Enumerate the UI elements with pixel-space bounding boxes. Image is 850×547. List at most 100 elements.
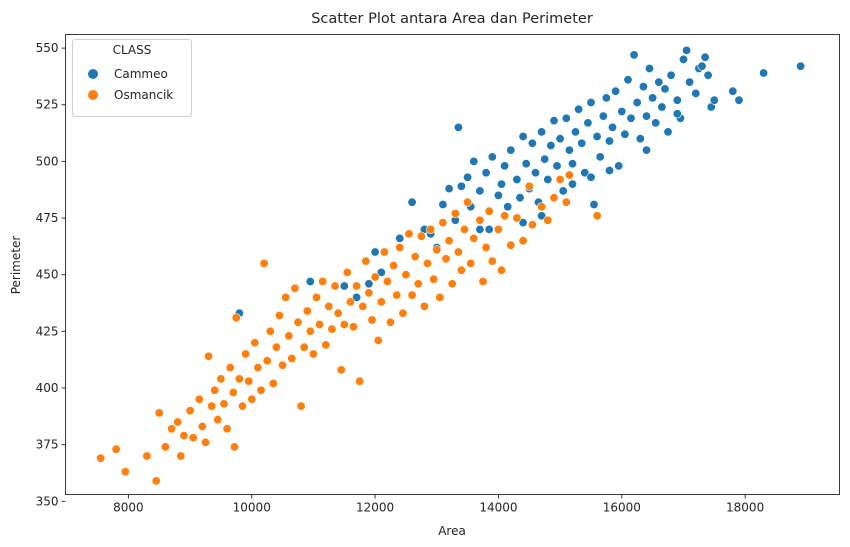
- data-point-cammeo: [370, 247, 380, 257]
- data-point-cammeo: [654, 77, 664, 87]
- data-point-osmancik: [404, 229, 414, 239]
- data-point-osmancik: [271, 342, 281, 352]
- data-point-osmancik: [339, 319, 349, 329]
- data-point-cammeo: [592, 132, 602, 142]
- data-point-cammeo: [700, 52, 710, 62]
- data-point-cammeo: [364, 279, 374, 289]
- data-point-cammeo: [537, 211, 547, 221]
- data-point-osmancik: [290, 283, 300, 293]
- data-point-osmancik: [355, 376, 365, 386]
- data-point-cammeo: [651, 118, 661, 128]
- data-point-cammeo: [583, 118, 593, 128]
- data-point-osmancik: [299, 342, 309, 352]
- data-point-osmancik: [330, 281, 340, 291]
- data-point-osmancik: [500, 211, 510, 221]
- data-point-cammeo: [503, 202, 513, 212]
- chart-title: Scatter Plot antara Area dan Perimeter: [311, 11, 593, 27]
- data-point-cammeo: [598, 111, 608, 121]
- legend-title: CLASS: [113, 43, 152, 57]
- data-point-cammeo: [604, 136, 614, 146]
- data-point-cammeo: [552, 161, 562, 171]
- data-point-osmancik: [524, 181, 534, 191]
- data-point-cammeo: [629, 50, 639, 60]
- data-point-osmancik: [456, 265, 466, 275]
- data-point-osmancik: [167, 424, 177, 434]
- data-point-cammeo: [672, 109, 682, 119]
- data-point-cammeo: [580, 168, 590, 178]
- data-point-osmancik: [207, 401, 217, 411]
- legend-marker-cammeo: [88, 69, 98, 79]
- data-point-cammeo: [691, 88, 701, 98]
- data-point-osmancik: [450, 209, 460, 219]
- data-point-cammeo: [549, 116, 559, 126]
- data-point-osmancik: [432, 245, 442, 255]
- data-point-osmancik: [265, 326, 275, 336]
- x-axis-ticks: 8000 10000 12000 14000 16000 18000: [113, 494, 764, 515]
- data-point-osmancik: [253, 363, 263, 373]
- y-tick-label: 450: [36, 268, 59, 282]
- data-point-osmancik: [469, 233, 479, 243]
- data-point-cammeo: [626, 113, 636, 123]
- data-point-osmancik: [231, 313, 241, 323]
- data-point-osmancik: [262, 356, 272, 366]
- data-point-cammeo: [518, 132, 528, 142]
- y-tick-label: 425: [36, 324, 59, 338]
- data-point-osmancik: [345, 297, 355, 307]
- data-point-cammeo: [521, 159, 531, 169]
- data-point-osmancik: [201, 437, 211, 447]
- data-point-osmancik: [352, 281, 362, 291]
- data-point-cammeo: [407, 197, 417, 207]
- data-point-cammeo: [635, 134, 645, 144]
- data-point-osmancik: [543, 215, 553, 225]
- data-point-osmancik: [111, 444, 121, 454]
- data-point-osmancik: [453, 247, 463, 257]
- data-point-cammeo: [611, 86, 621, 96]
- data-point-osmancik: [496, 265, 506, 275]
- data-point-osmancik: [210, 385, 220, 395]
- data-point-cammeo: [703, 70, 713, 80]
- y-tick-label: 350: [36, 494, 59, 508]
- data-point-osmancik: [555, 175, 565, 185]
- y-axis-label: Perimeter: [9, 236, 23, 295]
- data-point-osmancik: [219, 399, 229, 409]
- data-point-osmancik: [422, 258, 432, 268]
- data-point-cammeo: [586, 98, 596, 108]
- data-point-cammeo: [666, 70, 676, 80]
- data-point-osmancik: [537, 202, 547, 212]
- data-point-cammeo: [546, 141, 556, 151]
- data-point-osmancik: [373, 335, 383, 345]
- data-point-cammeo: [697, 61, 707, 71]
- data-point-osmancik: [506, 240, 516, 250]
- data-point-cammeo: [660, 84, 670, 94]
- data-point-osmancik: [281, 292, 291, 302]
- data-point-cammeo: [644, 64, 654, 74]
- data-point-osmancik: [244, 376, 254, 386]
- data-point-osmancik: [410, 252, 420, 262]
- data-point-osmancik: [438, 218, 448, 228]
- x-tick-label: 10000: [233, 501, 271, 515]
- data-point-osmancik: [484, 206, 494, 216]
- data-point-osmancik: [419, 301, 429, 311]
- data-point-cammeo: [623, 75, 633, 85]
- legend-marker-osmancik: [88, 90, 98, 100]
- data-point-cammeo: [453, 122, 463, 132]
- data-point-cammeo: [484, 224, 494, 234]
- data-point-osmancik: [259, 258, 269, 268]
- data-point-osmancik: [348, 322, 358, 332]
- data-point-osmancik: [308, 349, 318, 359]
- data-point-osmancik: [379, 247, 389, 257]
- data-point-osmancik: [549, 193, 559, 203]
- data-point-osmancik: [527, 220, 537, 230]
- data-point-cammeo: [444, 184, 454, 194]
- data-point-osmancik: [466, 258, 476, 268]
- data-point-cammeo: [512, 175, 522, 185]
- data-point-cammeo: [734, 95, 744, 105]
- data-point-cammeo: [543, 175, 553, 185]
- legend-box: [72, 39, 192, 117]
- data-point-osmancik: [305, 326, 315, 336]
- data-point-osmancik: [333, 308, 343, 318]
- data-point-osmancik: [493, 224, 503, 234]
- data-point-osmancik: [361, 256, 371, 266]
- data-point-osmancik: [225, 363, 235, 373]
- data-point-osmancik: [256, 385, 266, 395]
